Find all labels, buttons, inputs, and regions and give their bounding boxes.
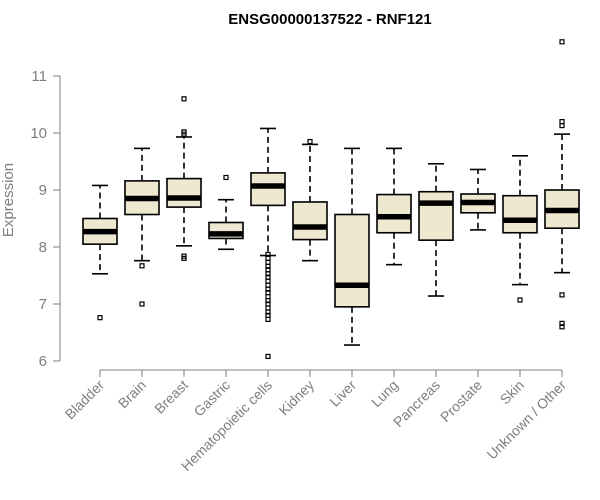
y-tick-label: 11 [31, 68, 47, 85]
iqr-box [376, 193, 412, 234]
y-tick-label: 9 [39, 182, 47, 199]
outlier-point [265, 353, 271, 360]
box-group [418, 162, 454, 297]
iqr-box [418, 190, 454, 241]
outlier-point [181, 255, 187, 261]
x-tick-label: Unknown / Other [484, 377, 570, 463]
y-axis-label: Expression [0, 163, 17, 237]
box-group [166, 96, 202, 261]
x-tick-label: Brain [115, 377, 149, 411]
x-tick-label: Kidney [276, 377, 318, 419]
outlier-point [139, 263, 145, 269]
outlier-point [265, 316, 271, 322]
x-tick-label: Bladder [62, 377, 108, 423]
outlier-point [223, 174, 229, 181]
y-tick-label: 7 [39, 296, 47, 313]
box-group [292, 138, 328, 262]
outlier-point [559, 292, 565, 298]
outlier-point [181, 131, 187, 137]
x-tick-label: Lung [368, 377, 401, 410]
outlier-point [517, 297, 523, 303]
iqr-box [502, 194, 538, 234]
iqr-box [334, 213, 370, 308]
y-axis: 6 7 8 9 10 11 [30, 68, 61, 370]
iqr-box [166, 177, 202, 208]
box-group [250, 127, 286, 360]
outlier-point [559, 122, 565, 129]
box-group [208, 174, 244, 251]
chart-title: ENSG00000137522 - RNF121 [228, 11, 431, 28]
iqr-box [292, 201, 328, 241]
outlier-point [181, 96, 187, 102]
box-group [82, 184, 118, 321]
x-tick-label: Breast [151, 377, 191, 417]
y-tick-label: 8 [39, 239, 47, 256]
box-group [502, 155, 538, 303]
plot-area [82, 39, 580, 360]
x-tick-label: Liver [326, 377, 359, 410]
y-tick-label: 6 [39, 353, 47, 370]
outlier-point [139, 301, 145, 307]
box-group [376, 147, 412, 266]
iqr-box [250, 172, 286, 207]
x-tick-label: Pancreas [390, 377, 443, 430]
outlier-point [559, 324, 565, 330]
box-group [544, 39, 580, 330]
box-group [460, 168, 496, 231]
x-tick-label: Prostate [437, 377, 485, 425]
box-group [124, 147, 160, 307]
outlier-point [559, 39, 565, 45]
box-group [334, 147, 370, 346]
outlier-point [97, 315, 103, 321]
outlier-point [307, 138, 313, 145]
y-tick-label: 10 [30, 125, 47, 142]
x-tick-label: Skin [497, 377, 528, 408]
